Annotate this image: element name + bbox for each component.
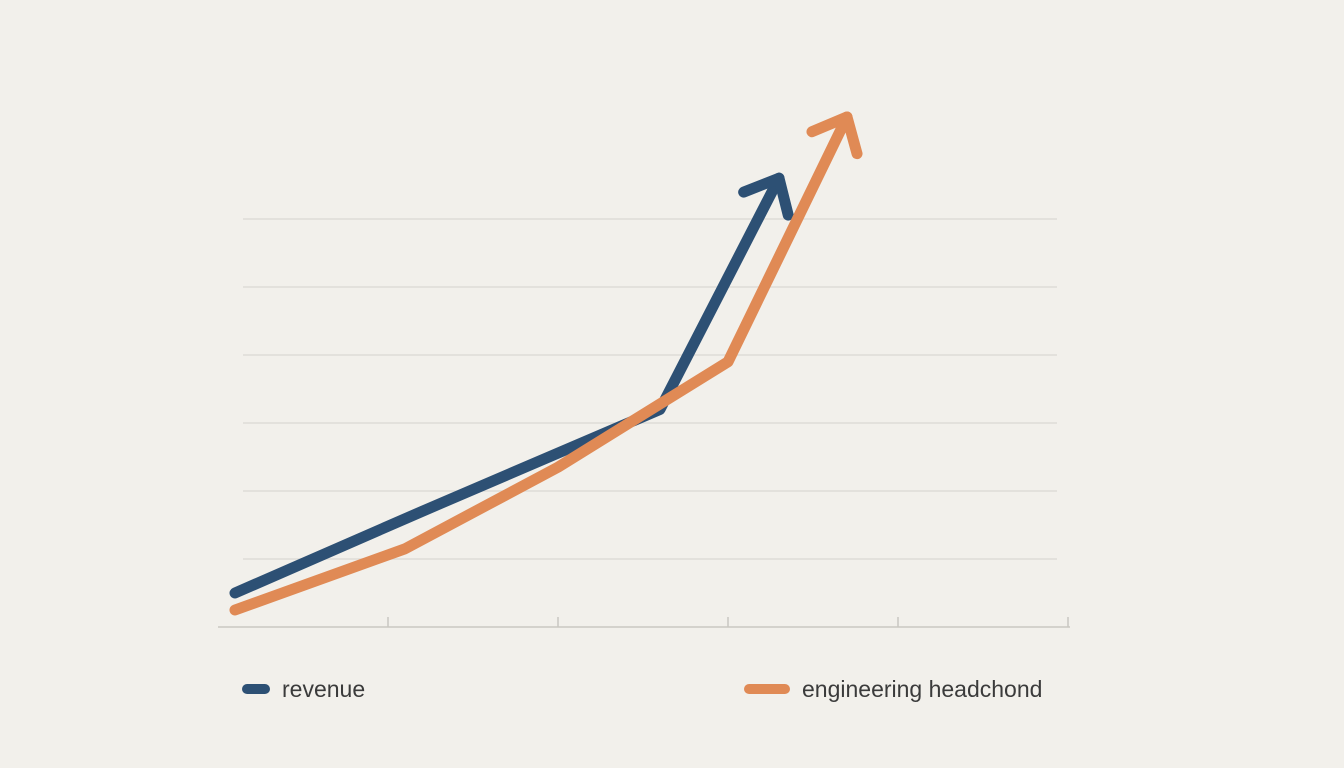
grid-lines bbox=[243, 218, 1057, 560]
x-axis bbox=[218, 617, 1070, 628]
arrowhead-engineering-headchond bbox=[806, 111, 863, 160]
legend-swatch-revenue bbox=[242, 684, 270, 694]
series-lines bbox=[229, 111, 863, 616]
legend-item-engineering-headchond: engineering headchond bbox=[744, 674, 1042, 704]
legend-item-revenue: revenue bbox=[242, 674, 365, 704]
legend-label-engineering-headchond: engineering headchond bbox=[802, 675, 1043, 702]
series-line-revenue bbox=[229, 172, 785, 599]
arrowhead-revenue bbox=[738, 172, 794, 221]
series-line-engineering-headchond bbox=[229, 111, 853, 616]
legend-swatch-engineering-headchond bbox=[744, 684, 790, 694]
legend-label-revenue: revenue bbox=[282, 675, 366, 702]
